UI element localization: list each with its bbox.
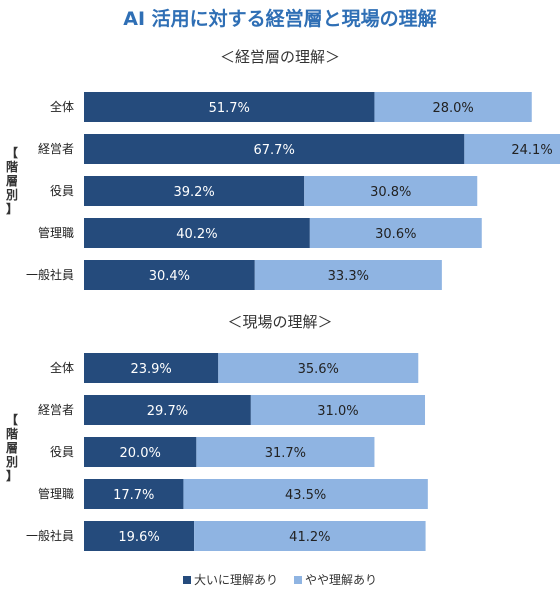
panel1-bar-high — [84, 176, 305, 206]
panel2-bar-some — [196, 437, 375, 467]
panel2-bar-high — [84, 395, 251, 425]
panel2-group-label-char: 層 — [6, 441, 18, 455]
panel2-data-label-some: 31.7% — [265, 446, 306, 461]
panel1-group-label-char: 層 — [6, 174, 18, 188]
panel2-data-label-high: 17.7% — [113, 488, 154, 503]
panel2-bar-high — [84, 437, 197, 467]
panel1-data-label-some: 33.3% — [328, 269, 369, 284]
panel2-bar-some — [250, 395, 426, 425]
panel1-bar-some — [309, 218, 482, 248]
panel1-category-label: 管理職 — [38, 225, 74, 240]
legend: 大いに理解あり やや理解あり — [0, 571, 560, 588]
legend-label: 大いに理解あり — [193, 573, 278, 587]
panel1-data-label-high: 67.7% — [254, 143, 295, 158]
panel2-category-label: 管理職 — [38, 486, 74, 501]
panel2-data-label-some: 35.6% — [298, 362, 339, 377]
panel1-bar-high — [84, 218, 310, 248]
panel1-title: ＜経営層の理解＞ — [220, 48, 340, 66]
panel2-bar-high — [84, 353, 219, 383]
legend-swatch — [294, 576, 302, 584]
panel2-group-label-char: 】 — [6, 468, 18, 483]
panel1-bar-high — [84, 92, 375, 122]
panel1-data-label-high: 51.7% — [209, 101, 250, 116]
panel1-data-label-some: 24.1% — [511, 143, 552, 158]
panel2-group-label-char: 別 — [5, 455, 18, 469]
panel1-category-label: 全体 — [50, 99, 74, 114]
panel1-data-label-high: 40.2% — [176, 227, 217, 242]
panel2-bar-high — [84, 479, 184, 509]
panel2-bar-some — [218, 353, 419, 383]
panel2-bar-some — [183, 479, 428, 509]
panel1-bar-high — [84, 134, 465, 164]
panel1-data-label-some: 30.8% — [370, 185, 411, 200]
panel2-group-label-char: 【 — [6, 412, 18, 427]
panel2-data-label-some: 43.5% — [285, 488, 326, 503]
panel2-category-label: 全体 — [50, 360, 74, 375]
panel1-data-label-high: 30.4% — [149, 269, 190, 284]
panel2-data-label-some: 31.0% — [317, 404, 358, 419]
panel1-bar-high — [84, 260, 255, 290]
panel1-bar-some — [464, 134, 560, 164]
panel2-data-label-high: 19.6% — [118, 530, 159, 545]
legend-label: やや理解あり — [305, 573, 378, 587]
panel2-category-label: 経営者 — [38, 403, 74, 417]
panel2-data-label-high: 23.9% — [130, 362, 171, 377]
panel1-group-label-char: 階 — [6, 159, 18, 174]
panel2-category-label: 一般社員 — [26, 528, 74, 543]
panel2-category-label: 役員 — [50, 444, 74, 459]
panel1-category-label: 経営者 — [38, 142, 74, 156]
panel1-data-label-high: 39.2% — [173, 185, 214, 200]
panel1-data-label-some: 28.0% — [432, 101, 473, 116]
panel1-group-label-char: 別 — [5, 188, 18, 202]
panel1-category-label: 役員 — [50, 183, 74, 198]
legend-swatch — [182, 576, 191, 584]
chart-title: AI 活用に対する経営層と現場の理解 — [123, 8, 437, 30]
panel1-group-label-char: 】 — [6, 201, 18, 216]
panel2-data-label-high: 29.7% — [147, 404, 188, 419]
panel1-bar-some — [374, 92, 532, 122]
panel2-title: ＜現場の理解＞ — [227, 313, 332, 331]
panel2-group-label-char: 階 — [6, 426, 18, 441]
panel2-data-label-high: 20.0% — [120, 446, 161, 461]
panel1-bar-some — [254, 260, 442, 290]
panel1-group-label-char: 【 — [6, 145, 18, 160]
legend-item: やや理解あり — [294, 571, 377, 588]
panel1-category-label: 一般社員 — [26, 267, 74, 282]
panel2-bar-high — [84, 521, 195, 551]
panel2-bar-some — [194, 521, 426, 551]
panel1-data-label-some: 30.6% — [375, 227, 416, 242]
panel2-data-label-some: 41.2% — [289, 530, 330, 545]
panel1-bar-some — [304, 176, 478, 206]
legend-item: 大いに理解あり — [182, 571, 278, 588]
